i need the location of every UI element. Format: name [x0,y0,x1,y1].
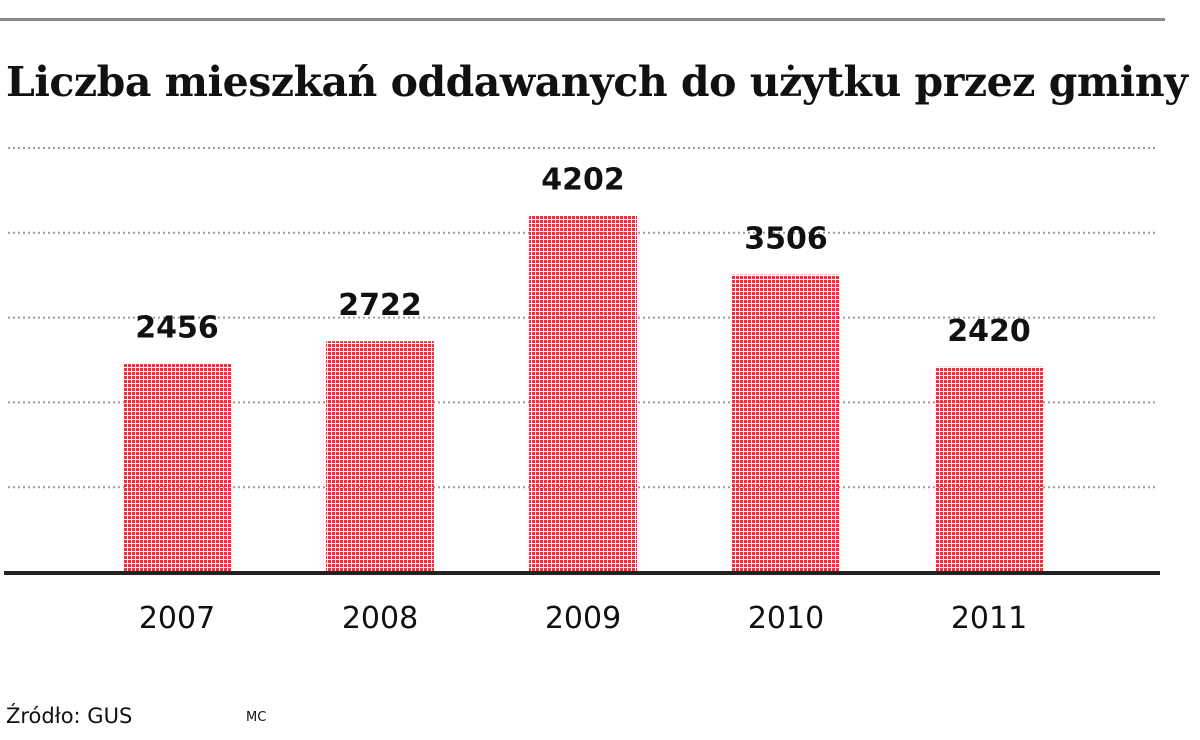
x-tick-label-2010: 2010 [748,601,824,636]
bar-2007 [123,363,231,572]
data-label-2007: 2456 [135,311,219,346]
source-note: Źródło: GUS [6,704,133,728]
bar-2009 [529,215,637,572]
data-label-2010: 3506 [744,222,828,257]
bars [123,215,1043,572]
data-label-2008: 2722 [338,288,422,323]
x-tick-label-2011: 2011 [951,601,1027,636]
bar-2008 [326,341,434,572]
bar-2010 [732,274,840,572]
top-rule [0,18,1165,21]
data-labels: 2456 2722 4202 3506 2420 [135,163,1031,349]
data-label-2009: 4202 [541,163,625,198]
x-tick-label-2009: 2009 [545,601,621,636]
x-tick-labels: 2007 2008 2009 2010 2011 [139,601,1027,636]
data-label-2011: 2420 [947,314,1031,349]
x-tick-label-2008: 2008 [342,601,418,636]
bar-2011 [935,366,1043,572]
author-credit: MC [246,710,267,725]
chart-title: Liczba mieszkań oddawanych do użytku prz… [6,58,1188,106]
x-tick-label-2007: 2007 [139,601,215,636]
